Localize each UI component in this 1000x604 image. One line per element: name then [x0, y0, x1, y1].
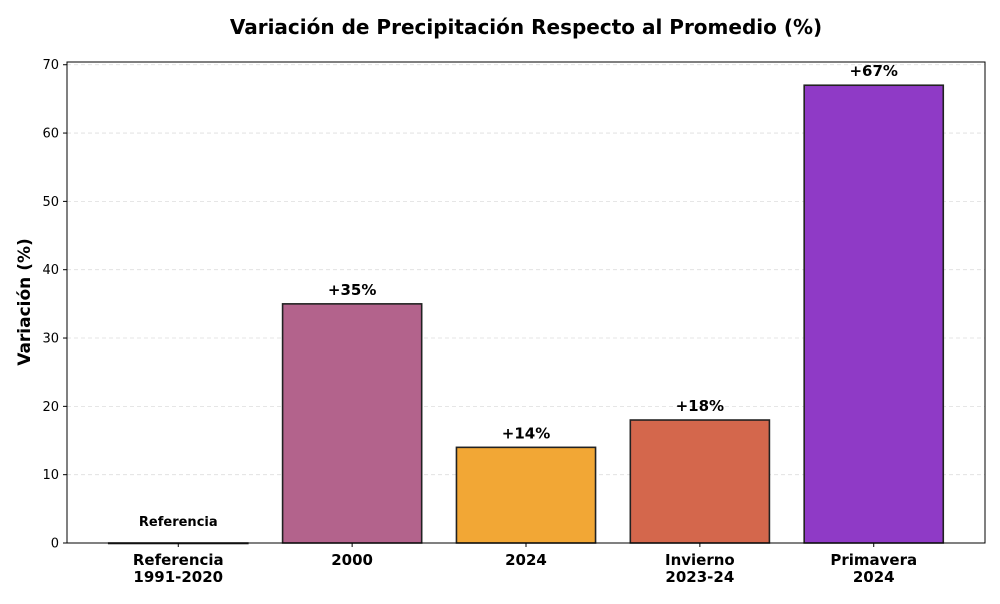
plot-frame — [66, 61, 986, 544]
y-tick-label: 60 — [42, 127, 59, 142]
x-tick-label: Invierno 2023-24 — [665, 551, 735, 586]
y-tick-label: 30 — [42, 332, 59, 347]
data-label: +14% — [502, 424, 550, 442]
data-label: +18% — [676, 397, 724, 415]
y-axis-label: Variación (%) — [15, 238, 35, 366]
chart-title: Variación de Precipitación Respecto al P… — [230, 15, 822, 39]
y-tick-label: 50 — [42, 195, 59, 210]
x-tick-label: 2000 — [331, 551, 373, 569]
x-tick-label: Primavera 2024 — [830, 551, 917, 586]
y-tick-label: 20 — [42, 400, 59, 415]
bar — [455, 446, 597, 544]
bar — [281, 303, 423, 544]
data-label: Referencia — [139, 515, 218, 530]
x-tick-label: Referencia 1991-2020 — [133, 551, 224, 586]
data-label: +35% — [328, 281, 376, 299]
y-tick-label: 0 — [51, 537, 59, 552]
bar — [803, 84, 945, 544]
x-tick-label: 2024 — [505, 551, 547, 569]
y-tick-label: 10 — [42, 468, 59, 483]
y-tick-label: 70 — [42, 58, 59, 73]
data-label: +67% — [849, 62, 897, 80]
bar — [629, 419, 771, 544]
y-tick-label: 40 — [42, 263, 59, 278]
